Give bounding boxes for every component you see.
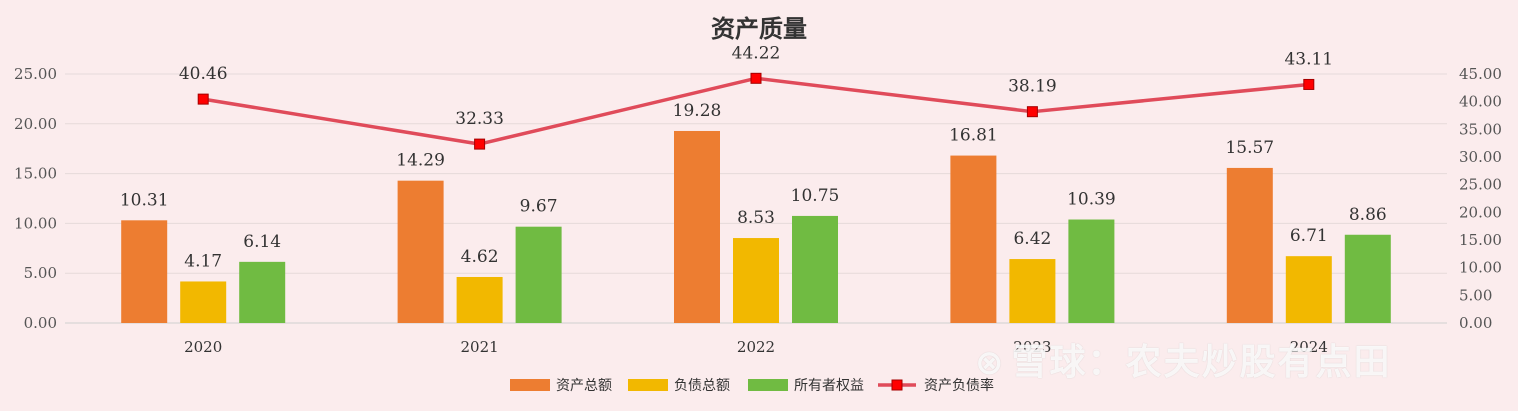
x-tick-label: 2023 [1013,338,1051,356]
right-tick-label: 20.00 [1459,203,1502,221]
bar [950,155,997,323]
right-tick-label: 10.00 [1459,259,1502,277]
line-point [474,138,486,150]
bar-data-label: 9.67 [520,197,558,217]
bar [1344,234,1391,323]
x-tick-label: 2020 [184,338,222,356]
watermark: ⊗ 雪球：农夫炒股有点田 [975,333,1392,385]
x-axis-ticks: 2020 2021 2022 2023 2024 [184,338,1328,356]
legend-swatch [510,379,550,391]
legend-marker [891,379,903,391]
bar-data-label: 8.86 [1349,205,1387,225]
left-tick-label: 25.00 [14,65,57,83]
bar [1009,259,1056,323]
bar-data-label: 6.42 [1013,229,1051,249]
bar-data-label: 10.39 [1067,190,1116,210]
line-series: 40.46 32.33 44.22 38.19 43.11 [179,43,1333,150]
legend-label: 资产负债率 [924,377,994,394]
bar [180,281,227,323]
bar-data-label: 4.17 [184,251,222,271]
left-tick-label: 0.00 [24,314,57,332]
right-tick-label: 15.00 [1459,231,1502,249]
line-data-label: 32.33 [455,109,504,129]
line-data-label: 43.11 [1284,49,1333,69]
right-tick-label: 5.00 [1459,286,1492,304]
line-data-label: 40.46 [179,64,228,84]
bar [733,238,779,323]
bar-data-label: 19.28 [673,101,722,121]
legend-swatch [628,379,668,391]
bar [515,226,562,323]
right-tick-label: 25.00 [1459,176,1502,194]
legend-swatch [748,379,788,391]
right-tick-label: 40.00 [1459,93,1502,111]
chart-title: 资产质量 [711,15,807,43]
bar-data-label: 6.14 [243,232,281,252]
x-tick-label: 2024 [1290,338,1328,356]
right-axis-ticks: 0.00 5.00 10.00 15.00 20.00 25.00 30.00 35.00 40… [1459,65,1502,332]
watermark-text: 雪球：农夫炒股有点田 [1011,342,1392,383]
left-tick-label: 5.00 [24,264,57,282]
bar [239,261,286,323]
bar [121,220,168,323]
right-tick-label: 30.00 [1459,148,1502,166]
left-tick-label: 20.00 [14,115,57,133]
legend-label: 负债总额 [674,378,730,394]
bar-data-label: 4.62 [461,247,499,267]
x-tick-label: 2021 [461,338,499,356]
line-point [1026,106,1038,118]
right-tick-label: 35.00 [1459,120,1502,138]
bar [397,180,444,323]
bar-data-label: 10.31 [120,190,169,210]
bar-data-label: 10.75 [791,186,840,206]
bar-data-label: 15.57 [1225,138,1274,158]
bar-data-label: 16.81 [949,126,998,146]
bar [674,130,720,323]
legend-label: 资产总额 [556,378,612,394]
snowball-logo-icon: ⊗ [975,343,1006,383]
right-tick-label: 0.00 [1459,314,1492,332]
line-data-label: 44.22 [732,43,781,63]
bar [1226,167,1273,323]
bar [456,276,503,323]
bar-data-label: 14.29 [396,151,445,171]
bar-data-label: 8.53 [737,208,775,228]
series-line [202,76,1309,146]
legend: 资产总额 负债总额 所有者权益 资产负债率 [510,377,994,394]
line-point [1303,78,1315,90]
left-tick-label: 15.00 [14,165,57,183]
legend-label: 所有者权益 [794,378,864,394]
bar-data-label: 6.71 [1290,226,1328,246]
line-point [750,72,762,84]
left-tick-label: 10.00 [14,214,57,232]
bar-series: 10.31 4.17 6.14 14.29 4.62 9.67 19.28 8.53 10.75… [120,101,1391,323]
x-tick-label: 2022 [737,338,775,356]
bar [1285,256,1332,323]
bar [792,215,838,323]
line-point [197,93,209,105]
left-axis-ticks: 0.00 5.00 10.00 15.00 20.00 25.00 [14,65,57,332]
line-data-label: 38.19 [1008,77,1057,97]
bar [1068,219,1115,323]
right-tick-label: 45.00 [1459,65,1502,83]
